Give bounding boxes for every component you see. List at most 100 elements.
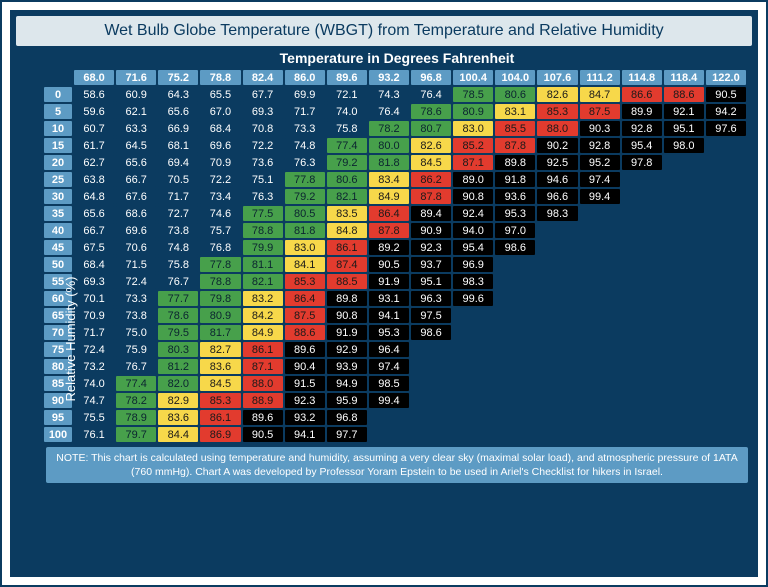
empty-cell xyxy=(664,257,704,272)
column-header: 78.8 xyxy=(200,70,240,85)
data-cell: 94.6 xyxy=(537,172,577,187)
data-cell: 97.8 xyxy=(622,155,662,170)
empty-cell xyxy=(453,376,493,391)
empty-cell xyxy=(664,342,704,357)
empty-cell xyxy=(664,308,704,323)
empty-cell xyxy=(664,359,704,374)
data-cell: 88.0 xyxy=(537,121,577,136)
data-cell: 96.4 xyxy=(369,342,409,357)
empty-cell xyxy=(706,274,746,289)
empty-cell xyxy=(622,206,662,221)
corner-cell xyxy=(44,70,72,85)
data-cell: 89.9 xyxy=(622,104,662,119)
data-cell: 94.9 xyxy=(327,376,367,391)
empty-cell xyxy=(622,291,662,306)
data-cell: 84.1 xyxy=(285,257,325,272)
data-cell: 82.0 xyxy=(158,376,198,391)
empty-cell xyxy=(706,359,746,374)
empty-cell xyxy=(495,325,535,340)
empty-cell xyxy=(453,410,493,425)
table-row: 5569.372.476.778.882.185.388.591.995.198… xyxy=(44,274,746,289)
empty-cell xyxy=(537,223,577,238)
empty-cell xyxy=(580,240,620,255)
data-cell: 77.8 xyxy=(200,257,240,272)
data-cell: 76.3 xyxy=(243,189,283,204)
empty-cell xyxy=(580,359,620,374)
data-cell: 83.0 xyxy=(285,240,325,255)
empty-cell xyxy=(622,410,662,425)
data-cell: 89.6 xyxy=(243,410,283,425)
data-cell: 84.4 xyxy=(158,427,198,442)
data-cell: 85.5 xyxy=(495,121,535,136)
data-cell: 92.8 xyxy=(622,121,662,136)
row-header: 35 xyxy=(44,206,72,221)
data-cell: 72.2 xyxy=(200,172,240,187)
data-cell: 70.9 xyxy=(200,155,240,170)
empty-cell xyxy=(411,376,451,391)
data-cell: 95.3 xyxy=(495,206,535,221)
data-cell: 90.5 xyxy=(243,427,283,442)
data-cell: 80.6 xyxy=(327,172,367,187)
data-cell: 62.1 xyxy=(116,104,156,119)
data-cell: 69.9 xyxy=(285,87,325,102)
empty-cell xyxy=(580,325,620,340)
data-cell: 98.5 xyxy=(369,376,409,391)
empty-cell xyxy=(580,342,620,357)
empty-cell xyxy=(495,308,535,323)
empty-cell xyxy=(622,359,662,374)
column-header: 100.4 xyxy=(453,70,493,85)
empty-cell xyxy=(706,376,746,391)
empty-cell xyxy=(411,359,451,374)
data-cell: 80.9 xyxy=(200,308,240,323)
data-cell: 91.8 xyxy=(495,172,535,187)
data-cell: 73.4 xyxy=(200,189,240,204)
data-cell: 85.3 xyxy=(537,104,577,119)
empty-cell xyxy=(664,427,704,442)
empty-cell xyxy=(495,257,535,272)
row-header: 45 xyxy=(44,240,72,255)
table-row: 058.660.964.365.567.769.972.174.376.478.… xyxy=(44,87,746,102)
data-cell: 77.4 xyxy=(327,138,367,153)
data-cell: 77.4 xyxy=(116,376,156,391)
empty-cell xyxy=(664,376,704,391)
data-cell: 79.2 xyxy=(285,189,325,204)
data-cell: 92.1 xyxy=(664,104,704,119)
table-row: 9074.778.282.985.388.992.395.999.4 xyxy=(44,393,746,408)
data-cell: 77.8 xyxy=(285,172,325,187)
table-row: 10076.179.784.486.990.594.197.7 xyxy=(44,427,746,442)
data-cell: 94.1 xyxy=(369,308,409,323)
data-cell: 87.8 xyxy=(369,223,409,238)
data-cell: 75.8 xyxy=(158,257,198,272)
data-cell: 88.9 xyxy=(243,393,283,408)
data-cell: 66.9 xyxy=(158,121,198,136)
data-cell: 65.6 xyxy=(116,155,156,170)
data-cell: 78.8 xyxy=(200,274,240,289)
data-cell: 83.5 xyxy=(327,206,367,221)
column-header: 71.6 xyxy=(116,70,156,85)
data-cell: 75.5 xyxy=(74,410,114,425)
empty-cell xyxy=(622,376,662,391)
empty-cell xyxy=(580,223,620,238)
data-cell: 58.6 xyxy=(74,87,114,102)
column-header: 93.2 xyxy=(369,70,409,85)
empty-cell xyxy=(706,155,746,170)
data-cell: 69.6 xyxy=(200,138,240,153)
data-cell: 78.8 xyxy=(243,223,283,238)
y-axis-label: Relative Humidity (%) xyxy=(63,276,78,401)
data-cell: 93.6 xyxy=(495,189,535,204)
data-cell: 85.2 xyxy=(453,138,493,153)
data-cell: 78.2 xyxy=(369,121,409,136)
data-cell: 74.8 xyxy=(285,138,325,153)
table-row: 5068.471.575.877.881.184.187.490.593.796… xyxy=(44,257,746,272)
data-cell: 83.6 xyxy=(200,359,240,374)
chart-note: NOTE: This chart is calculated using tem… xyxy=(46,447,748,483)
data-cell: 86.2 xyxy=(411,172,451,187)
empty-cell xyxy=(706,138,746,153)
table-row: 1060.763.366.968.470.873.375.878.280.783… xyxy=(44,121,746,136)
data-cell: 76.4 xyxy=(411,87,451,102)
data-cell: 96.9 xyxy=(453,257,493,272)
data-cell: 83.4 xyxy=(369,172,409,187)
chart-title: Wet Bulb Globe Temperature (WBGT) from T… xyxy=(16,16,752,46)
row-header: 5 xyxy=(44,104,72,119)
data-cell: 63.3 xyxy=(116,121,156,136)
